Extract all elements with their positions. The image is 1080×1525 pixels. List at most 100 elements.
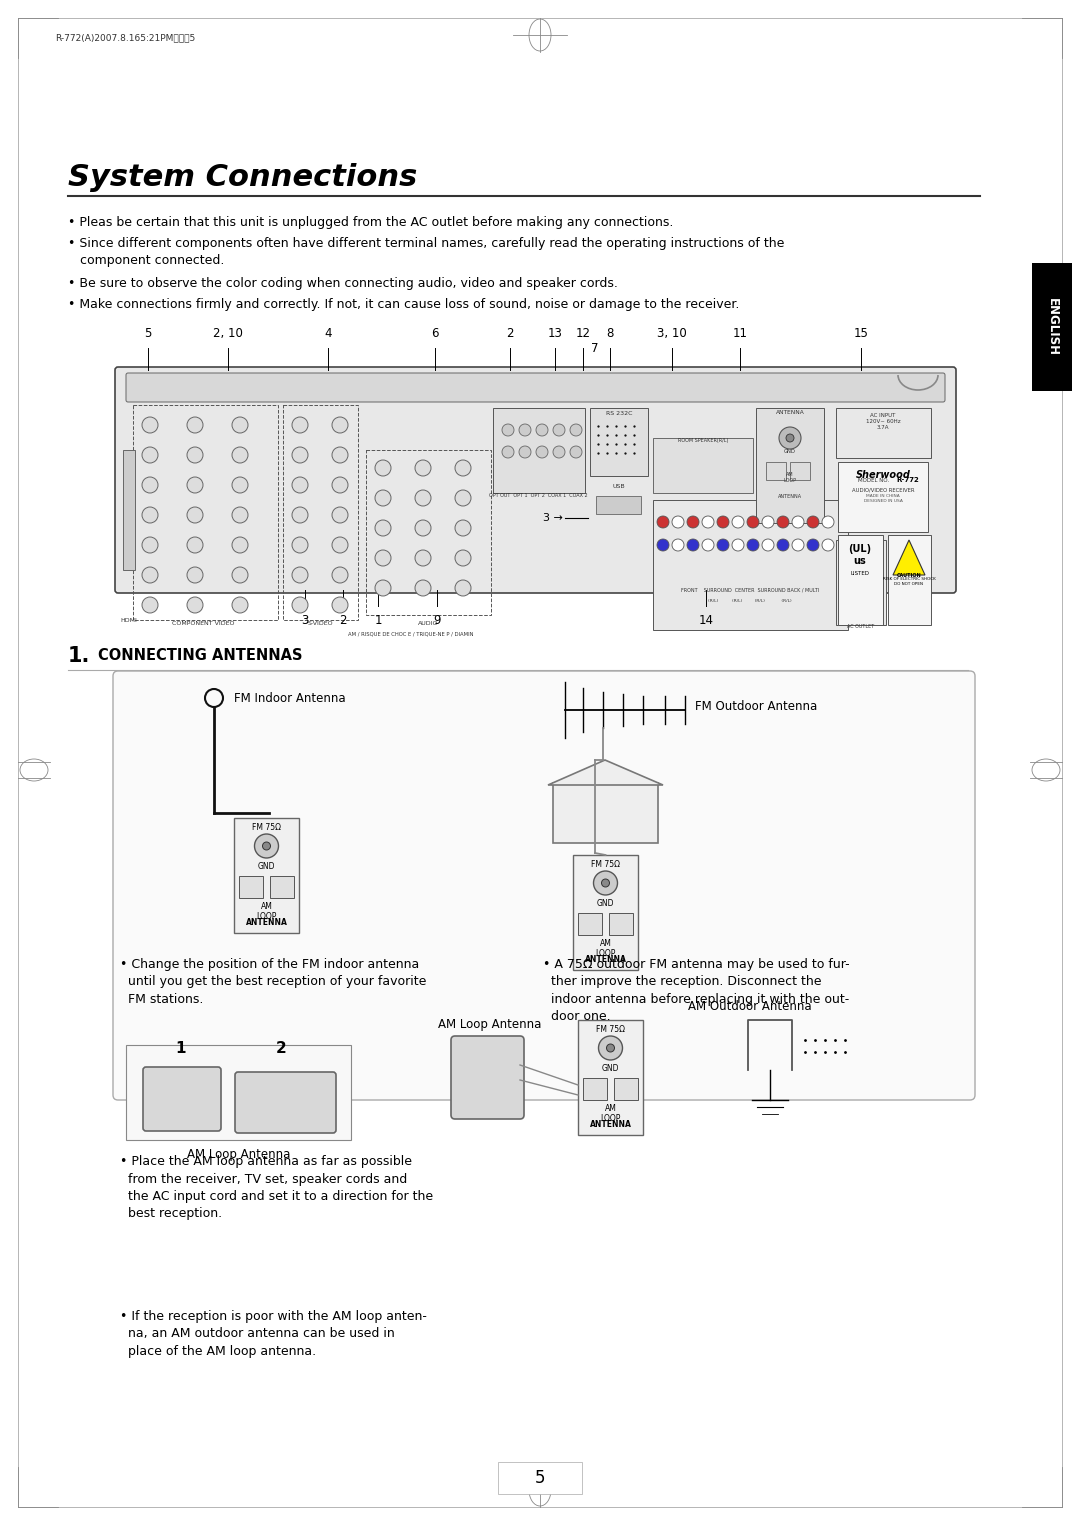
Text: 2, 10: 2, 10: [213, 326, 243, 340]
Circle shape: [375, 461, 391, 476]
Text: 3, 10: 3, 10: [657, 326, 687, 340]
Bar: [553, 782, 658, 843]
Circle shape: [292, 596, 308, 613]
Bar: [888, 535, 931, 625]
Text: 6: 6: [431, 326, 438, 340]
Text: R-772: R-772: [896, 477, 919, 483]
Text: USB: USB: [612, 483, 625, 490]
Text: • Make connections firmly and correctly. If not, it can cause loss of sound, noi: • Make connections firmly and correctly.…: [68, 297, 740, 311]
Circle shape: [822, 515, 834, 528]
Circle shape: [141, 596, 158, 613]
Circle shape: [657, 515, 669, 528]
Circle shape: [536, 445, 548, 457]
Circle shape: [187, 506, 203, 523]
Text: 3: 3: [301, 615, 309, 627]
Circle shape: [292, 416, 308, 433]
Bar: [615, 1078, 638, 1100]
Text: HDMI: HDMI: [121, 618, 137, 624]
Circle shape: [332, 416, 348, 433]
Text: COMPONENT VIDEO: COMPONENT VIDEO: [172, 621, 234, 625]
Circle shape: [519, 424, 531, 436]
Text: Sherwood: Sherwood: [855, 470, 910, 480]
Circle shape: [332, 596, 348, 613]
Circle shape: [807, 538, 819, 551]
Text: AM
LOOP: AM LOOP: [256, 901, 276, 921]
Circle shape: [187, 477, 203, 493]
Circle shape: [822, 538, 834, 551]
Text: GND: GND: [602, 1064, 619, 1074]
Circle shape: [232, 447, 248, 464]
Text: ANTENNA: ANTENNA: [245, 918, 287, 927]
Circle shape: [292, 447, 308, 464]
Bar: [239, 875, 264, 898]
Polygon shape: [893, 540, 924, 575]
FancyBboxPatch shape: [114, 368, 956, 593]
Circle shape: [141, 537, 158, 554]
Bar: [836, 540, 886, 625]
Circle shape: [415, 490, 431, 506]
Text: FM 75Ω: FM 75Ω: [591, 860, 620, 869]
Bar: [861, 551, 875, 572]
Text: 2: 2: [339, 615, 347, 627]
Text: AUDIO/VIDEO RECEIVER: AUDIO/VIDEO RECEIVER: [852, 488, 915, 493]
Text: AM / RISQUE DE CHOC E / TRIQUE-NE P / DIAMIN: AM / RISQUE DE CHOC E / TRIQUE-NE P / DI…: [348, 631, 473, 636]
Circle shape: [375, 520, 391, 535]
Circle shape: [732, 538, 744, 551]
Circle shape: [687, 538, 699, 551]
Text: AM Loop Antenna: AM Loop Antenna: [438, 1019, 542, 1031]
Text: ANTENNA: ANTENNA: [775, 410, 805, 415]
Circle shape: [807, 515, 819, 528]
Circle shape: [455, 551, 471, 566]
Text: OPT OUT  OPT 1  OPT 2  COAX 1  COAX 2: OPT OUT OPT 1 OPT 2 COAX 1 COAX 2: [488, 493, 588, 499]
Circle shape: [415, 520, 431, 535]
Circle shape: [455, 461, 471, 476]
Bar: [578, 1020, 643, 1135]
Bar: [653, 500, 848, 630]
Text: AM Loop Antenna: AM Loop Antenna: [187, 1148, 291, 1161]
Circle shape: [786, 435, 794, 442]
Circle shape: [607, 1045, 615, 1052]
Circle shape: [455, 580, 471, 596]
Circle shape: [553, 445, 565, 457]
Circle shape: [332, 537, 348, 554]
Text: RS 232C: RS 232C: [606, 412, 632, 416]
Circle shape: [570, 445, 582, 457]
Text: • Be sure to observe the color coding when connecting audio, video and speaker c: • Be sure to observe the color coding wh…: [68, 278, 618, 290]
Circle shape: [672, 515, 684, 528]
Text: AM
LOOP: AM LOOP: [595, 939, 616, 958]
Circle shape: [187, 596, 203, 613]
Circle shape: [747, 538, 759, 551]
Text: AM
LOOP: AM LOOP: [600, 1104, 621, 1124]
Text: (UL)
us: (UL) us: [849, 544, 872, 566]
Text: 13: 13: [548, 326, 563, 340]
Text: 15: 15: [853, 326, 868, 340]
Bar: [843, 551, 858, 572]
Text: 9: 9: [433, 615, 441, 627]
Text: 1.: 1.: [68, 647, 91, 666]
Text: • Change the position of the FM indoor antenna
  until you get the best receptio: • Change the position of the FM indoor a…: [120, 958, 427, 1007]
Bar: [270, 875, 294, 898]
Text: System Connections: System Connections: [68, 163, 417, 192]
Text: 1: 1: [176, 1042, 186, 1055]
Circle shape: [255, 834, 279, 859]
Circle shape: [536, 424, 548, 436]
Text: 5: 5: [535, 1469, 545, 1487]
Text: 3 →: 3 →: [543, 512, 563, 523]
Text: R-772(A)2007.8.165:21PM술이지5: R-772(A)2007.8.165:21PM술이지5: [55, 34, 195, 43]
Circle shape: [657, 538, 669, 551]
Circle shape: [187, 567, 203, 583]
Text: ENGLISH: ENGLISH: [1045, 297, 1058, 355]
Circle shape: [232, 537, 248, 554]
Circle shape: [687, 515, 699, 528]
Text: 12: 12: [576, 326, 591, 340]
Text: AM
LOOP: AM LOOP: [783, 473, 797, 483]
Text: 2: 2: [275, 1042, 286, 1055]
Circle shape: [415, 580, 431, 596]
Bar: [838, 535, 883, 625]
FancyBboxPatch shape: [126, 374, 945, 403]
Circle shape: [332, 567, 348, 583]
Circle shape: [232, 567, 248, 583]
Circle shape: [779, 427, 801, 448]
Bar: [789, 462, 810, 480]
Bar: [756, 409, 824, 523]
